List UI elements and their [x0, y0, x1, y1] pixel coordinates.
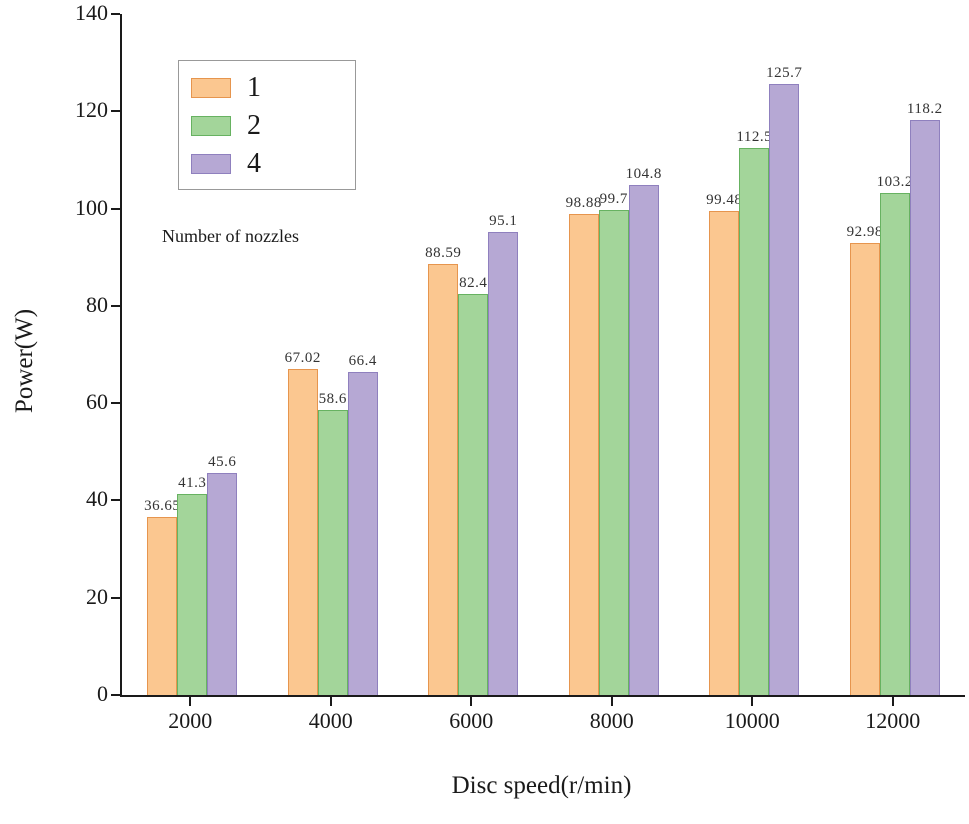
- bar: [207, 473, 238, 695]
- bar: [879, 193, 910, 695]
- y-tick-label: 20: [86, 583, 108, 609]
- legend-title: Number of nozzles: [162, 226, 299, 246]
- x-tick-mark: [189, 697, 192, 706]
- y-tick-mark: [111, 207, 120, 210]
- legend: 1 2 4: [178, 60, 356, 190]
- bar-value-label: 118.2: [906, 101, 943, 117]
- legend-item-label: 4: [247, 148, 261, 179]
- y-tick-label: 100: [75, 194, 108, 220]
- y-tick-mark: [111, 402, 120, 405]
- legend-swatch: [191, 154, 231, 174]
- bar-value-label: 82.4: [459, 275, 488, 291]
- bar: [317, 410, 348, 695]
- bar: [739, 148, 770, 695]
- x-tick-mark: [751, 697, 754, 706]
- bar: [628, 185, 659, 695]
- x-tick-mark: [470, 697, 473, 706]
- bar: [598, 210, 629, 695]
- bar: [347, 372, 378, 695]
- bar-value-label: 45.6: [208, 454, 237, 470]
- x-tick-mark: [891, 697, 894, 706]
- y-tick-label: 40: [86, 486, 108, 512]
- x-tick-label: 4000: [308, 708, 353, 733]
- legend-items: 1 2 4: [191, 69, 343, 183]
- bar: [147, 517, 178, 695]
- x-tick-label: 6000: [449, 708, 494, 733]
- bar-value-label: 125.7: [766, 65, 803, 81]
- bar-value-label: 36.65: [144, 498, 181, 514]
- y-tick-label: 60: [86, 389, 108, 415]
- y-tick-mark: [111, 499, 120, 502]
- bar: [568, 214, 599, 695]
- legend-item: 1: [191, 69, 343, 107]
- legend-item-label: 2: [247, 110, 261, 141]
- bar-value-label: 92.98: [846, 224, 883, 240]
- x-tick-label: 8000: [589, 708, 634, 733]
- bar: [769, 84, 800, 695]
- bar-value-label: 95.1: [489, 213, 518, 229]
- x-tick-label: 10000: [724, 708, 780, 733]
- y-tick-mark: [111, 13, 120, 15]
- y-tick-mark: [111, 304, 120, 307]
- x-tick-label: 12000: [865, 708, 921, 733]
- legend-swatch: [191, 78, 231, 98]
- legend-item: 2: [191, 107, 343, 145]
- y-tick-label: 140: [75, 0, 108, 25]
- bar-value-label: 98.88: [565, 195, 602, 211]
- bar-value-label: 58.6: [318, 391, 347, 407]
- bar: [488, 232, 519, 695]
- y-tick-mark: [111, 110, 120, 113]
- bar: [177, 494, 208, 695]
- legend-swatch: [191, 116, 231, 136]
- bar-value-label: 41.3: [178, 475, 207, 491]
- bar: [458, 294, 489, 695]
- plot-area: 1 2 4 Number of nozzles 36.65 41.3 45.6 67.02…: [120, 14, 965, 697]
- y-tick-mark: [111, 694, 120, 696]
- x-tick-label: 2000: [168, 708, 213, 733]
- x-tick-mark: [610, 697, 613, 706]
- bar-value-label: 103.2: [876, 174, 913, 190]
- bar: [849, 243, 880, 695]
- x-tick-mark: [329, 697, 332, 706]
- legend-item: 4: [191, 145, 343, 183]
- legend-item-label: 1: [247, 72, 261, 103]
- y-tick-label: 0: [97, 681, 108, 706]
- bar: [909, 120, 940, 695]
- bar-value-label: 104.8: [625, 166, 662, 182]
- y-tick-label: 120: [75, 97, 108, 123]
- bar-value-label: 112.5: [736, 129, 773, 145]
- y-tick-label: 80: [86, 291, 108, 317]
- x-axis-title: Disc speed(r/min): [451, 772, 632, 799]
- bar-value-label: 99.48: [706, 192, 743, 208]
- bar-value-label: 67.02: [284, 350, 321, 366]
- bar-value-label: 99.7: [599, 191, 628, 207]
- bar: [709, 211, 740, 695]
- bar: [287, 369, 318, 695]
- bar: [428, 264, 459, 695]
- bar-value-label: 88.59: [425, 245, 462, 261]
- bar-value-label: 66.4: [348, 353, 377, 369]
- y-tick-mark: [111, 596, 120, 599]
